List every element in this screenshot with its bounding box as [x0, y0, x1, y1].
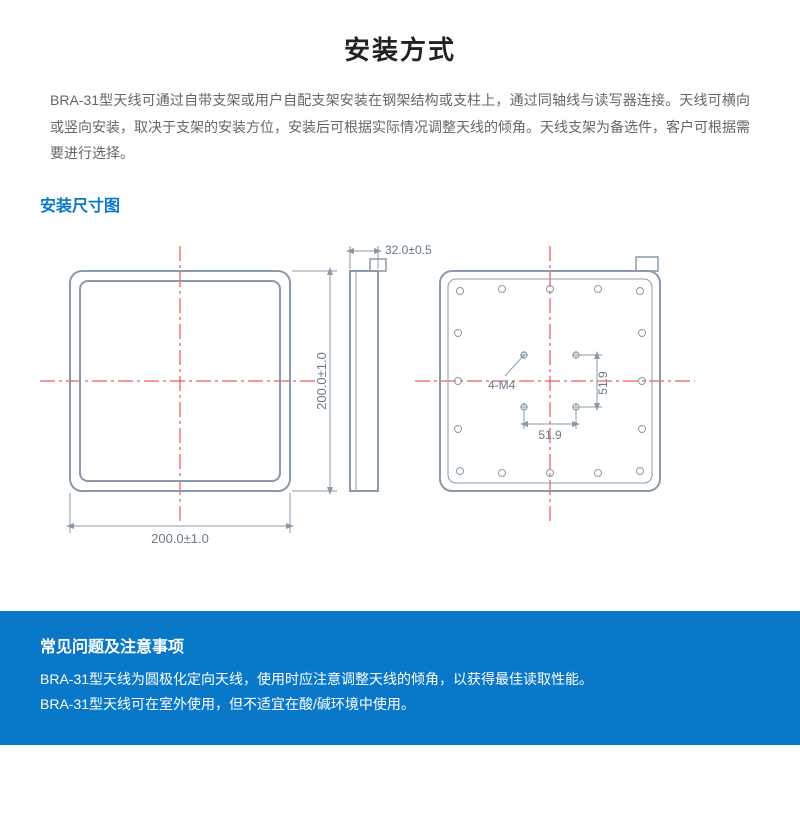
width-dimension: 200.0±1.0 [151, 531, 209, 546]
hole-spec-label: 4-M4 [488, 378, 516, 392]
hole-spacing-v: 51.9 [596, 371, 610, 395]
subtitle-text: 安装尺寸图 [40, 192, 760, 231]
back-view: 4-M4 51.9 51.9 [415, 246, 695, 521]
hole-spacing-h: 51.9 [538, 428, 562, 442]
main-title: 安装方式 [40, 0, 760, 87]
footer-title: 常见问题及注意事项 [40, 633, 760, 667]
height-dimension: 200.0±1.0 [314, 352, 329, 410]
footer-line-2: BRA-31型天线可在室外使用，但不适宜在酸/碱环境中使用。 [40, 692, 760, 717]
front-view: 200.0±1.0 200.0±1.0 [40, 246, 337, 546]
footer-line-1: BRA-31型天线为圆极化定向天线，使用时应注意调整天线的倾角，以获得最佳读取性… [40, 667, 760, 692]
description-text: BRA-31型天线可通过自带支架或用户自配支架安装在钢架结构或支柱上，通过同轴线… [40, 87, 760, 192]
side-view: 32.0±0.5 [350, 243, 432, 491]
notes-footer: 常见问题及注意事项 BRA-31型天线为圆极化定向天线，使用时应注意调整天线的倾… [0, 611, 800, 745]
dimension-drawing: 200.0±1.0 200.0±1.0 32.0±0.5 [40, 231, 760, 611]
depth-dimension: 32.0±0.5 [385, 243, 432, 257]
technical-drawing-svg: 200.0±1.0 200.0±1.0 32.0±0.5 [40, 231, 760, 611]
